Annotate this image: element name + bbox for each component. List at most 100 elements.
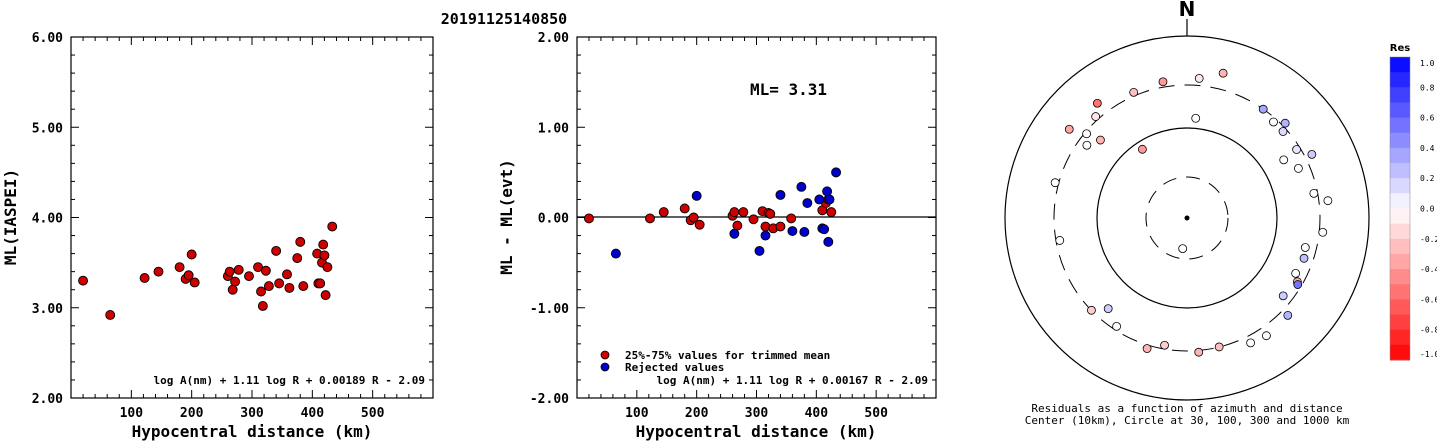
station-residual-point xyxy=(1091,112,1101,121)
left-data-point xyxy=(244,271,254,282)
colorbar-cell xyxy=(1390,102,1410,119)
colorbar-cell xyxy=(1390,178,1410,194)
left-data-point xyxy=(260,265,271,276)
station-residual-point xyxy=(1307,149,1317,159)
station-residual-point xyxy=(1291,268,1301,278)
circle-1000km xyxy=(1004,35,1370,401)
middle-y-tick-label: 2.00 xyxy=(538,31,569,46)
circle-100km xyxy=(1096,127,1278,309)
left-x-axis-title: Hypocentral distance (km) xyxy=(132,422,373,441)
colorbar-tick-label: -0.4 xyxy=(1420,265,1437,274)
rejected-data-point xyxy=(610,248,621,259)
station-residual-point xyxy=(1082,129,1092,139)
left-data-point xyxy=(322,262,333,273)
station-residual-point xyxy=(1194,347,1204,357)
left-data-point xyxy=(189,277,200,288)
colorbar-cell xyxy=(1390,344,1410,361)
station-residual-point xyxy=(1300,243,1310,252)
left-data-point xyxy=(78,275,89,286)
accepted-data-point xyxy=(584,213,594,224)
accepted-data-point xyxy=(645,213,655,224)
rejected-data-point xyxy=(814,194,825,205)
rejected-data-point xyxy=(729,228,740,239)
colorbar-cell xyxy=(1390,117,1410,134)
colorbar-cell xyxy=(1390,57,1410,73)
station-residual-point xyxy=(1112,321,1122,331)
event-title: 20191125140850 xyxy=(441,10,567,28)
left-data-point xyxy=(315,278,326,289)
left-data-point xyxy=(139,273,150,283)
left-ticks xyxy=(70,36,434,399)
rejected-data-point xyxy=(822,186,833,197)
middle-x-tick-label: 100 xyxy=(625,406,649,421)
left-data-point xyxy=(320,290,331,301)
colorbar-cell xyxy=(1390,223,1410,240)
accepted-data-point xyxy=(679,203,690,214)
middle-y-axis-title: ML - ML(evt) xyxy=(497,159,516,275)
left-data-point xyxy=(295,236,306,247)
station-residual-point xyxy=(1292,145,1301,154)
map-caption-line-1: Residuals as a function of azimuth and d… xyxy=(1031,402,1342,415)
left-data-point xyxy=(284,282,295,293)
left-y-axis-title: ML(IASPEI) xyxy=(1,169,20,265)
station-residual-point xyxy=(1258,104,1268,114)
station-residual-point xyxy=(1323,196,1333,206)
accepted-data-point xyxy=(748,214,759,225)
accepted-data-point xyxy=(786,213,797,224)
left-data-point xyxy=(263,281,274,292)
colorbar-tick-label: 0.0 xyxy=(1420,205,1435,214)
station-residual-point xyxy=(1055,236,1065,245)
station-residual-point xyxy=(1137,144,1147,154)
station-residual-point xyxy=(1280,118,1290,128)
residual-colorbar: Res 1.0 0.8 0.6 0.4 0.2 0.0 -0.2 -0.4 -0.6 -0.8 -1… xyxy=(1389,43,1437,361)
colorbar-cell xyxy=(1390,147,1410,164)
colorbar-cell xyxy=(1390,208,1410,225)
middle-formula: log A(nm) + 1.11 log R + 0.00167 R - 2.0… xyxy=(656,374,928,387)
left-data-point xyxy=(257,300,268,311)
station-residual-point xyxy=(1283,310,1293,320)
left-data-point xyxy=(105,310,116,320)
left-data-point xyxy=(292,253,303,264)
center-marker xyxy=(1184,215,1190,221)
colorbar-tick-label: 0.6 xyxy=(1420,114,1435,123)
middle-panel: 100 200 300 400 500 -2.00 -1.00 0.00 1.00 2.00 ML… xyxy=(497,31,937,441)
accepted-data-point xyxy=(775,221,786,232)
left-data-point xyxy=(319,250,330,261)
left-y-tick-label: 6.00 xyxy=(32,31,63,46)
station-residual-point xyxy=(1103,304,1113,314)
station-residual-point xyxy=(1142,344,1152,353)
middle-ticks xyxy=(576,36,937,399)
colorbar-cells xyxy=(1390,57,1410,361)
rejected-data-point xyxy=(831,167,842,178)
colorbar-tick-label: 0.4 xyxy=(1420,144,1435,153)
legend-rejected-marker xyxy=(600,362,610,372)
left-x-tick-label: 200 xyxy=(180,406,204,421)
left-data-point xyxy=(183,270,194,281)
accepted-data-point xyxy=(729,207,740,218)
colorbar-cell xyxy=(1390,193,1410,209)
left-data-point xyxy=(282,269,292,280)
accepted-data-point xyxy=(826,207,837,218)
middle-y-tick-label: 1.00 xyxy=(538,121,569,136)
accepted-data-point xyxy=(732,220,743,231)
colorbar-cell xyxy=(1390,72,1410,88)
colorbar-tick-label: -0.6 xyxy=(1420,295,1437,304)
left-data-point xyxy=(298,281,309,292)
colorbar-title: Res xyxy=(1390,43,1410,54)
colorbar-tick-label: 1.0 xyxy=(1420,59,1435,68)
station-residual-point xyxy=(1082,140,1092,150)
rejected-data-point xyxy=(775,189,786,200)
left-tick-labels: 100 200 300 400 500 2.00 3.00 4.00 5.00 6.00 xyxy=(32,31,385,421)
station-residual-point xyxy=(1293,280,1303,289)
station-residual-point xyxy=(1129,87,1139,97)
station-residual-point xyxy=(1160,340,1169,350)
left-y-tick-label: 3.00 xyxy=(32,302,63,317)
left-plot-frame xyxy=(70,36,434,399)
left-x-tick-label: 500 xyxy=(361,406,385,421)
rejected-data-point xyxy=(760,230,771,241)
colorbar-tick-label: 0.8 xyxy=(1420,83,1435,92)
legend-accepted-label: 25%-75% values for trimmed mean xyxy=(625,349,830,362)
colorbar-tick-label: -0.2 xyxy=(1420,235,1437,244)
colorbar-cell xyxy=(1390,238,1410,255)
